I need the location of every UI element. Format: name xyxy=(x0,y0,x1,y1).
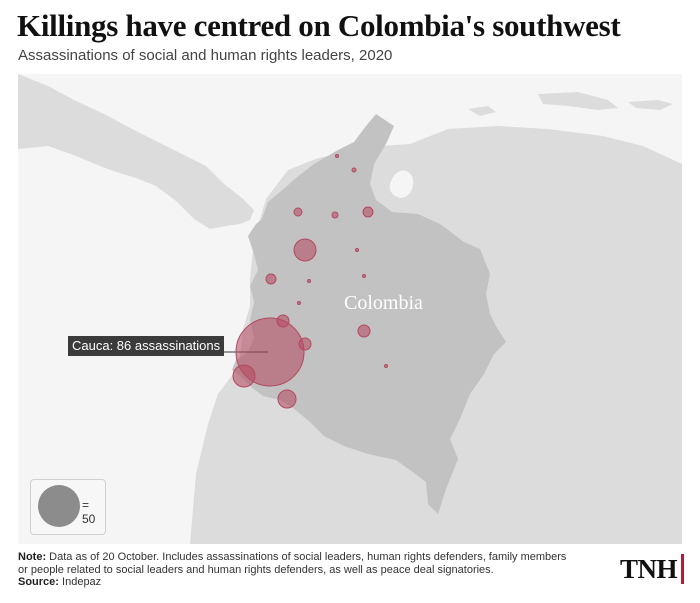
logo-accent-bar xyxy=(681,554,684,584)
central-america-landmass xyxy=(18,74,254,229)
cauca-callout: Cauca: 86 assassinations xyxy=(68,336,225,356)
source-label: Source: xyxy=(18,576,59,588)
legend-circle xyxy=(38,485,80,527)
bubble-choco xyxy=(265,273,277,285)
chart-subtitle: Assassinations of social and human right… xyxy=(18,47,393,64)
bubble-narino xyxy=(232,364,256,388)
map-svg: Colombia xyxy=(18,74,682,544)
bubble-caldas xyxy=(307,279,311,283)
note-line: Note: Data as of 20 October. Includes as… xyxy=(18,551,578,576)
publisher-logo: TNH xyxy=(620,552,684,586)
source-line: Source: Indepaz xyxy=(18,576,578,589)
bubble-risaralda xyxy=(297,301,301,305)
bubble-bolivar xyxy=(331,211,339,219)
bubble-guaviare xyxy=(384,364,388,368)
bubble-putumayo xyxy=(277,389,297,409)
caribbean-islands xyxy=(468,92,673,116)
size-legend: = 50 xyxy=(30,479,106,535)
bubble-valle xyxy=(276,314,290,328)
lake-maracaibo xyxy=(389,170,414,198)
bubble-atlantico xyxy=(335,154,339,158)
bubble-antioquia xyxy=(293,238,317,262)
bubble-santander xyxy=(355,248,359,252)
bubble-cesar xyxy=(362,206,374,218)
source-text: Indepaz xyxy=(62,576,102,588)
note-label: Note: xyxy=(18,551,47,563)
footer-notes: Note: Data as of 20 October. Includes as… xyxy=(18,551,578,589)
bubble-cordoba xyxy=(293,207,303,217)
bubble-magdalena xyxy=(351,167,357,173)
legend-value-label: = 50 xyxy=(82,498,96,526)
bubble-meta xyxy=(357,324,371,338)
logo-text: TNH xyxy=(619,553,678,584)
note-text: Data as of 20 October. Includes assassin… xyxy=(18,551,567,576)
chart-title: Killings have centred on Colombia's sout… xyxy=(17,8,621,43)
map-panel: Colombia Cauca: 86 assassinations xyxy=(18,74,682,544)
bubble-boyaca xyxy=(362,274,366,278)
country-label-colombia: Colombia xyxy=(344,292,423,314)
bubble-huila xyxy=(298,337,312,351)
